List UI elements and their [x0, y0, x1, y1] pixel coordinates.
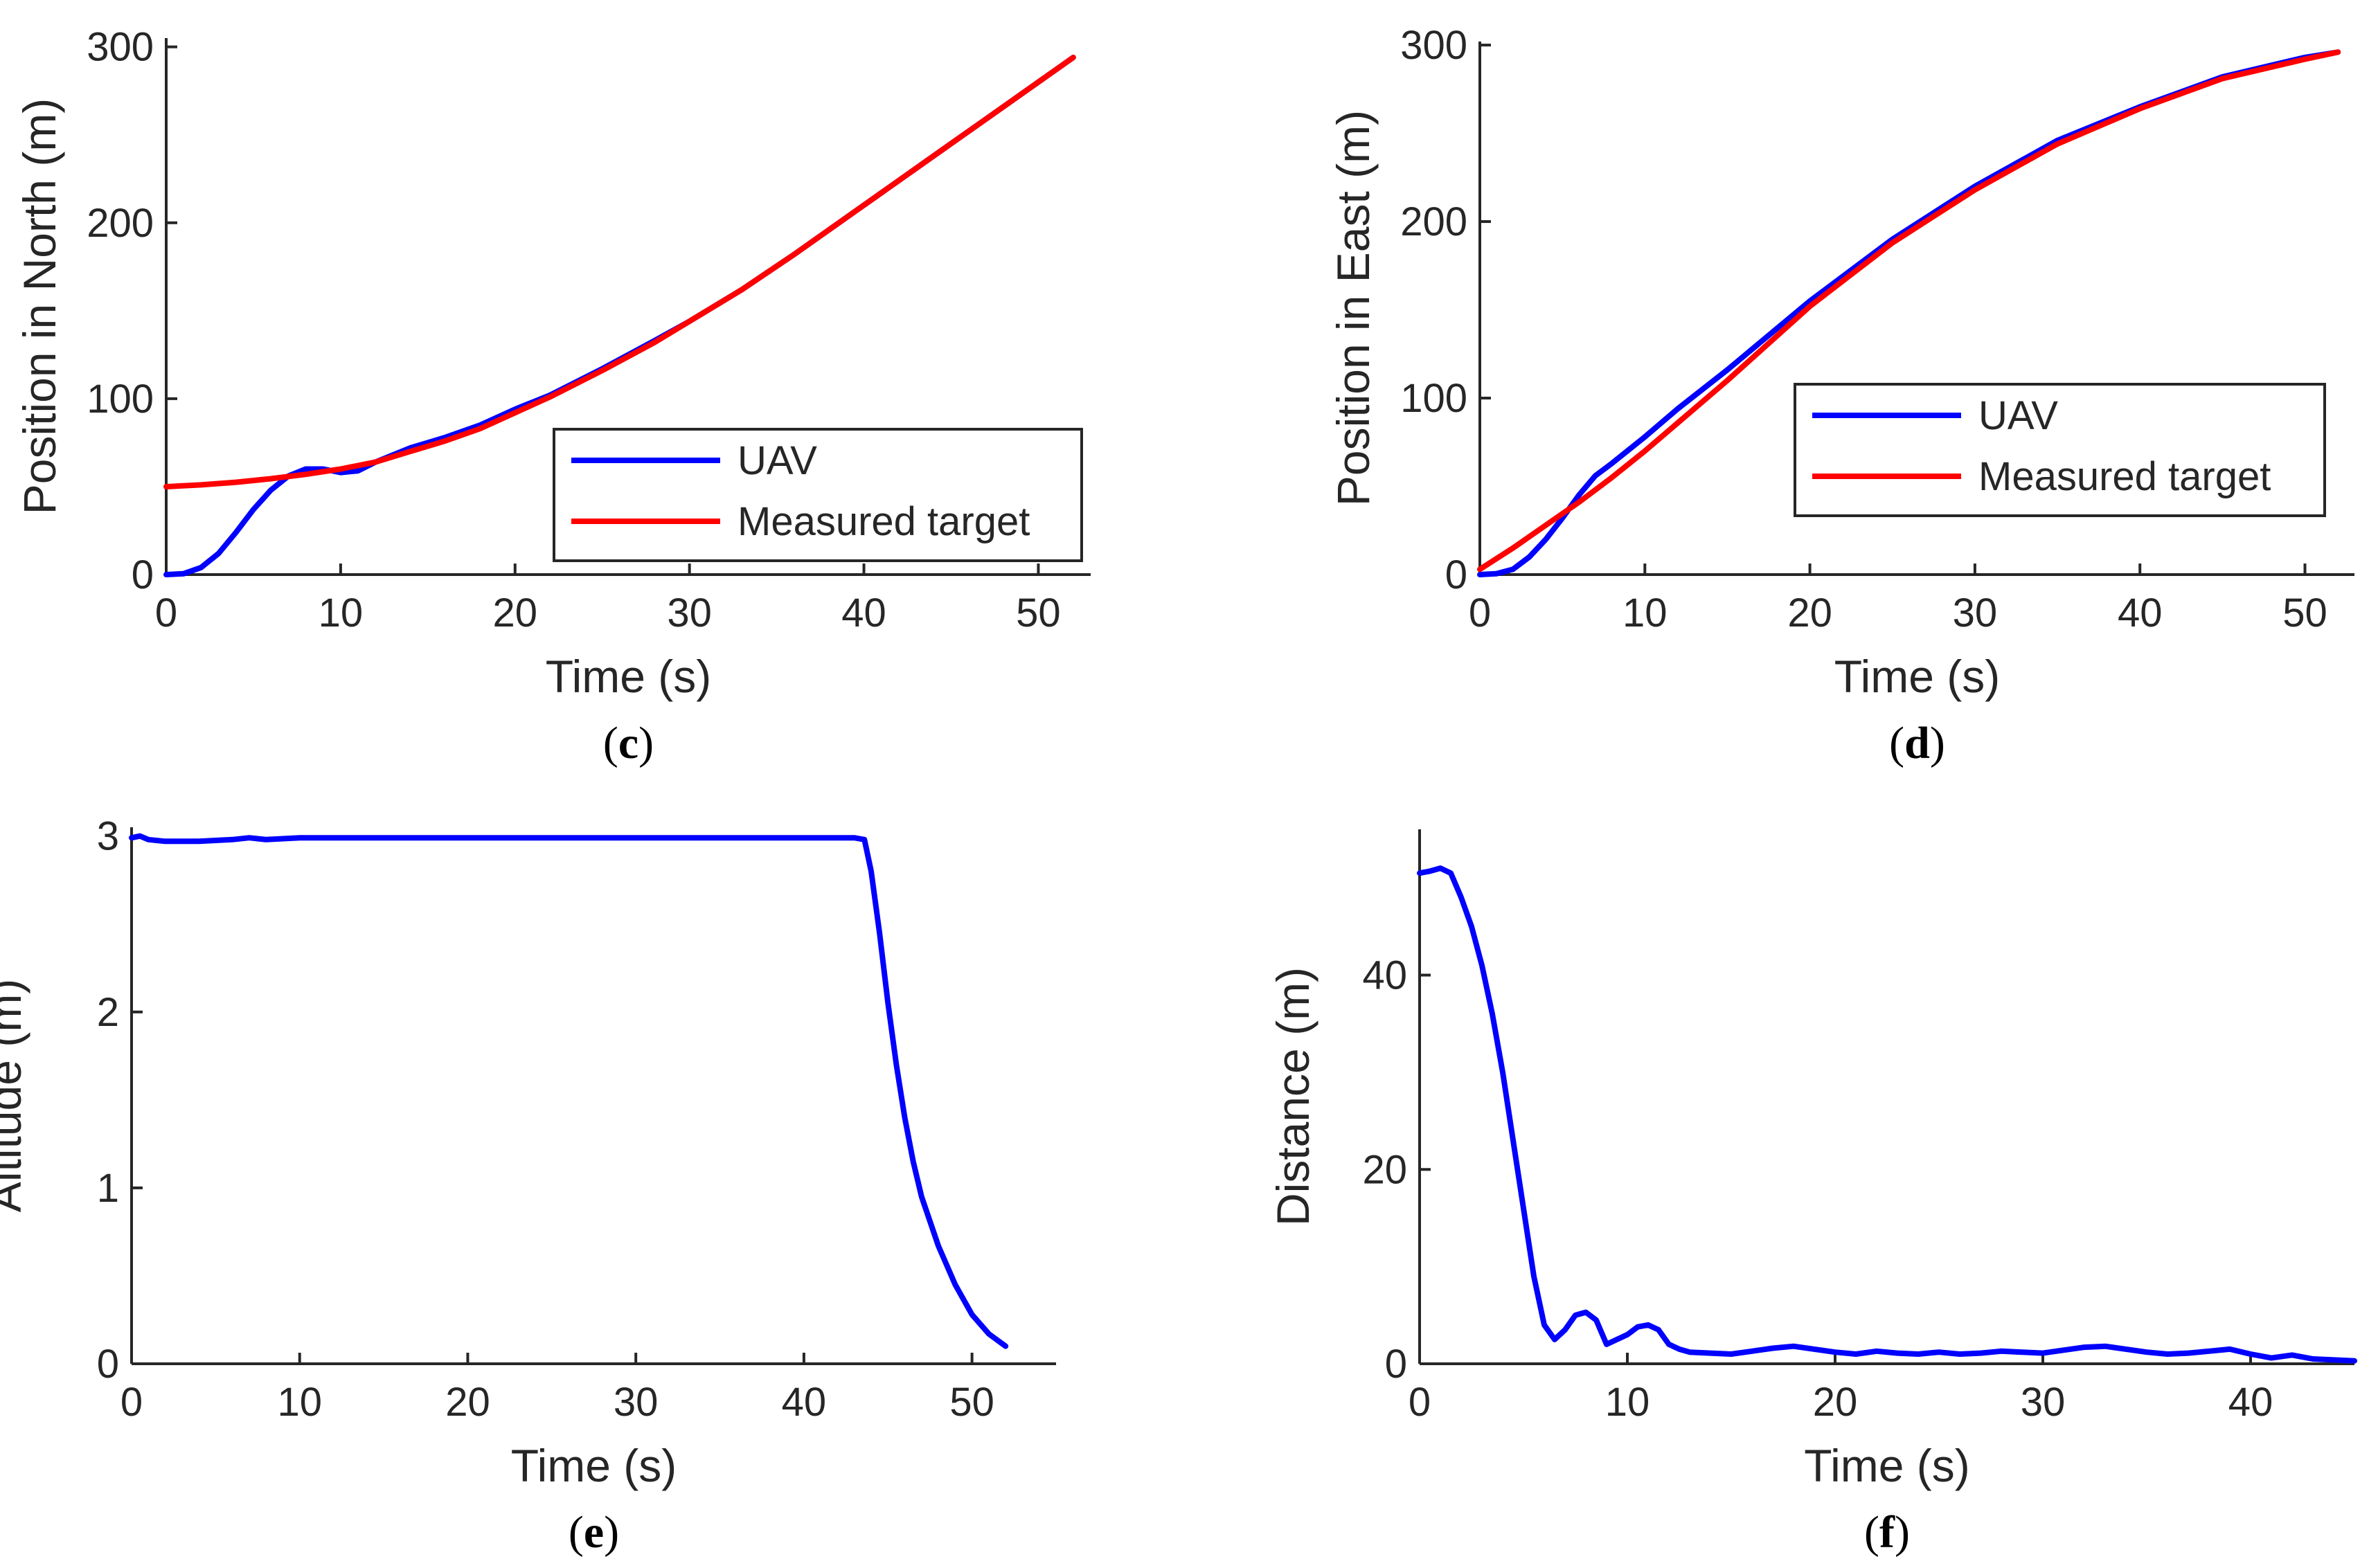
y-axis-label: Position in East (m): [1327, 110, 1379, 506]
panel-tag-letter: f: [1879, 1507, 1895, 1558]
y-tick-label: 3: [97, 814, 119, 859]
y-tick-label: 200: [1400, 199, 1467, 244]
series-line-uav: [129, 833, 1009, 1349]
x-tick-label: 40: [2118, 591, 2163, 636]
y-axis-label: Position in North (m): [14, 98, 65, 515]
x-axis-label: Time (s): [511, 1440, 677, 1491]
y-tick-label: 20: [1362, 1147, 1407, 1192]
y-tick-label: 0: [1445, 552, 1467, 597]
panel-tag-letter: d: [1904, 718, 1930, 768]
series-line-distance: [1417, 865, 2357, 1364]
legend-entry-label: UAV: [737, 438, 817, 483]
legend-box: [553, 428, 1083, 562]
x-tick-label: 50: [2282, 591, 2327, 636]
x-tick-label: 30: [667, 591, 712, 636]
x-tick-label: 50: [949, 1380, 994, 1425]
x-axis-label: Time (s): [546, 651, 712, 702]
x-tick-label: 0: [1409, 1380, 1431, 1425]
y-tick-label: 40: [1362, 953, 1407, 998]
series-line-measured-target: [1477, 49, 2341, 573]
panel-c: 0 10 20 30 40 50 0 100 200 300 Time (s) Position in…: [14, 25, 1091, 768]
y-axis-label: Altitude (m): [0, 979, 30, 1212]
y-axis-label: Distance (m): [1267, 967, 1318, 1226]
panel-f: 0 10 20 30 40 0 20 40 Time (s) Distance (m) (f): [1267, 829, 2357, 1558]
x-tick-label: 40: [782, 1380, 827, 1425]
x-tick-label: 10: [1605, 1380, 1650, 1425]
x-tick-label: 10: [319, 591, 364, 636]
x-tick-label: 0: [155, 591, 177, 636]
y-tick-label: 100: [87, 377, 154, 422]
y-tick-label: 300: [87, 25, 154, 70]
y-tick-label: 2: [97, 990, 119, 1035]
x-tick-label: 40: [841, 591, 886, 636]
x-axis-label: Time (s): [1834, 651, 2001, 702]
y-tick-label: 200: [87, 201, 154, 246]
x-tick-label: 10: [277, 1380, 322, 1425]
x-tick-label: 30: [2021, 1380, 2066, 1425]
panel-tag-letter: c: [618, 718, 638, 768]
x-tick-label: 20: [445, 1380, 490, 1425]
panel-tag: (f): [1864, 1507, 1910, 1558]
legend: UAV Measured target: [1794, 383, 2326, 517]
y-tick-label: 0: [1385, 1342, 1407, 1387]
panel-tag: (c): [603, 718, 654, 768]
legend-box: [1794, 383, 2326, 517]
panel-tag: (e): [569, 1507, 619, 1558]
x-tick-label: 10: [1622, 591, 1668, 636]
legend-entry-label: Measured target: [737, 499, 1030, 544]
legend: UAV Measured target: [553, 428, 1083, 562]
x-tick-label: 30: [614, 1380, 659, 1425]
y-tick-label: 300: [1400, 23, 1467, 68]
y-tick-label: 100: [1400, 376, 1467, 421]
panel-tag-letter: e: [584, 1507, 604, 1558]
y-tick-label: 0: [132, 552, 154, 597]
x-tick-label: 30: [1953, 591, 1998, 636]
x-tick-label: 20: [1787, 591, 1832, 636]
y-tick-label: 1: [97, 1166, 119, 1211]
legend-entry-label: UAV: [1978, 393, 2058, 438]
legend-entry-label: Measured target: [1978, 454, 2271, 499]
x-tick-label: 0: [120, 1380, 143, 1425]
x-tick-label: 20: [1813, 1380, 1858, 1425]
x-tick-label: 20: [493, 591, 538, 636]
x-tick-label: 0: [1469, 591, 1491, 636]
y-tick-label: 0: [97, 1342, 119, 1387]
x-tick-label: 40: [2228, 1380, 2273, 1425]
x-axis-label: Time (s): [1804, 1440, 1970, 1491]
panel-e: 0 10 20 30 40 50 0 1 2 3 Time (s) Altitude (m) (e): [0, 814, 1056, 1558]
panel-d: 0 10 20 30 40 50 0 100 200 300 Time (s) Position in…: [1327, 23, 2354, 768]
series-line-measured-target: [163, 55, 1076, 489]
panel-tag: (d): [1889, 718, 1945, 768]
x-tick-label: 50: [1016, 591, 1061, 636]
